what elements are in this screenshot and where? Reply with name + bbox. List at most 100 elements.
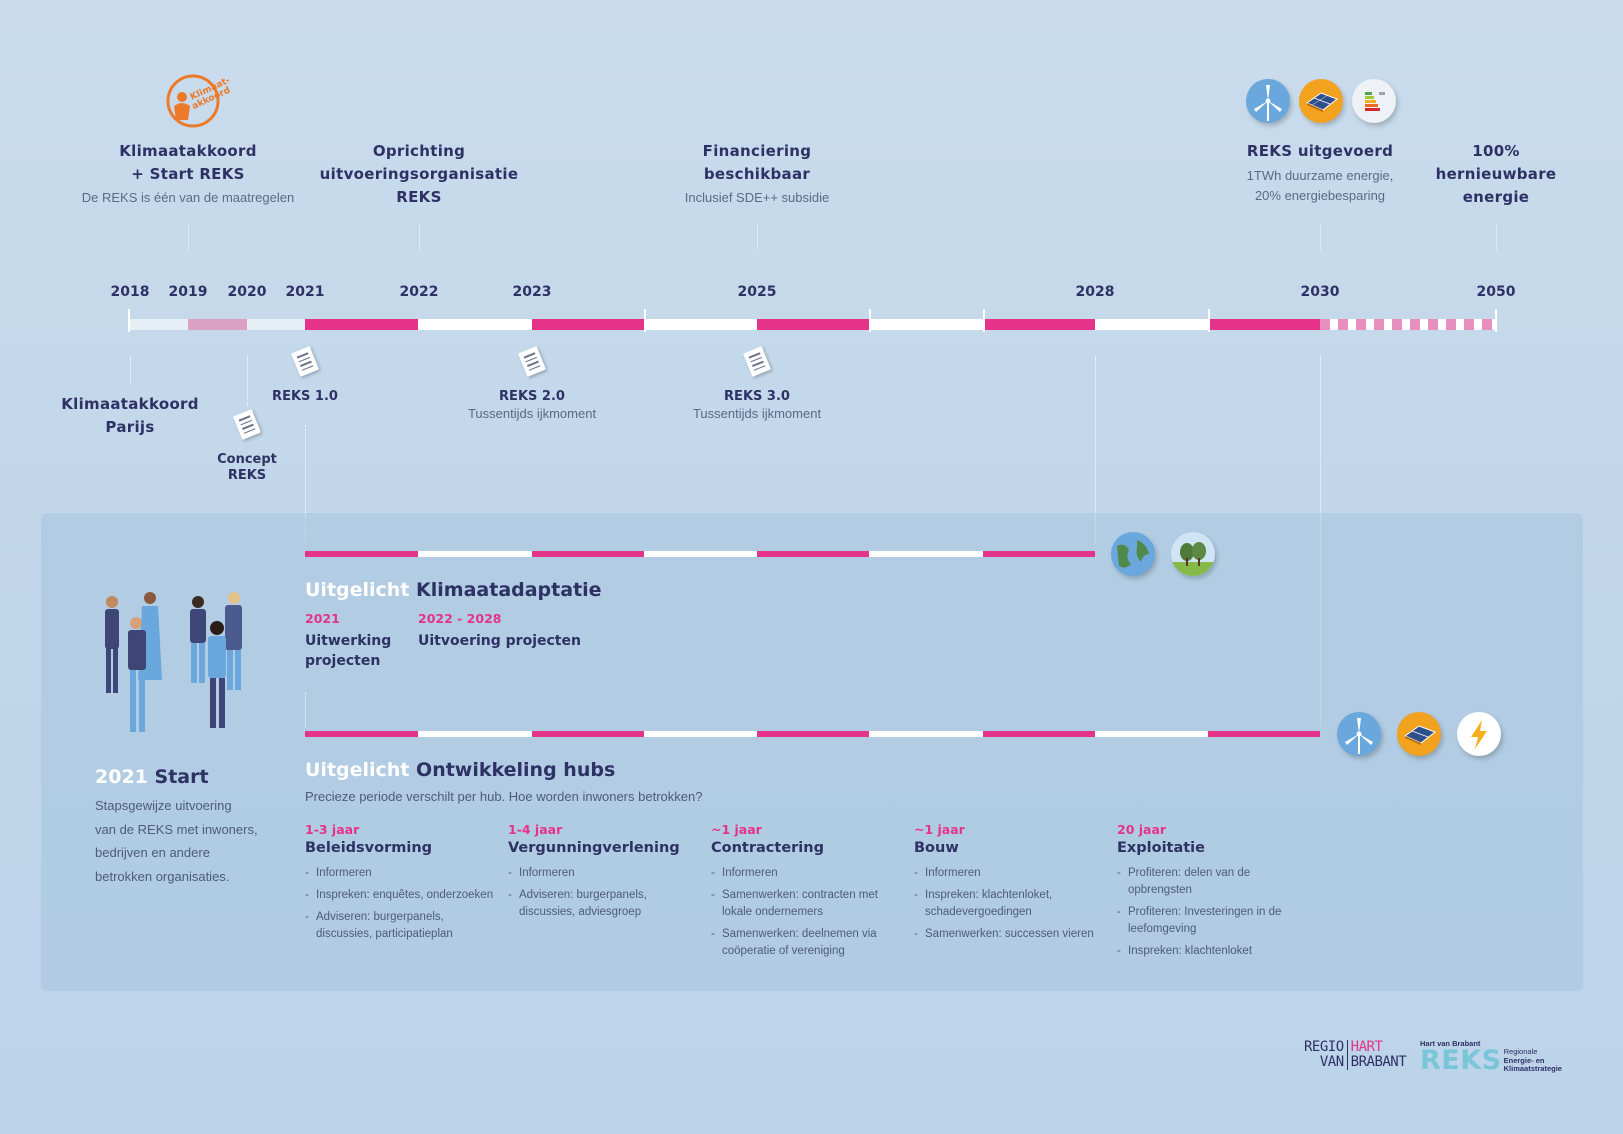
connector-line <box>130 356 131 386</box>
milestone-financiering: Financiering beschikbaar Inclusief SDE++… <box>685 140 830 205</box>
timeline-segment <box>983 319 1095 330</box>
timeline-segment <box>418 731 532 737</box>
year-label: 2019 <box>168 284 208 300</box>
connector-line <box>305 425 306 543</box>
list-item: Informeren <box>914 865 1099 882</box>
milestone-oprichting: Oprichting uitvoeringsorganisatie REKS <box>320 140 519 209</box>
adaptatie-title: Uitgelicht Klimaatadaptatie <box>305 579 602 601</box>
list-item: Adviseren: burgerpanels, discussies, par… <box>305 909 500 943</box>
list-item: Inspreken: enquêtes, onderzoeken <box>305 887 500 904</box>
reks-logo-big: REKS <box>1420 1045 1502 1076</box>
connector-line <box>419 225 420 250</box>
hub-phase-exploitatie: 20 jaar Exploitatie Profiteren: delen va… <box>1117 822 1297 965</box>
timeline-tick <box>869 309 871 332</box>
timeline-segment <box>305 731 418 737</box>
timeline-segment <box>869 551 983 557</box>
phase-name: Beleidsvorming <box>305 840 433 856</box>
logo-text-line: HART <box>1350 1039 1383 1055</box>
milestone-reks-uitgevoerd: REKS uitgevoerd 1TWh duurzame energie, 2… <box>1247 140 1394 205</box>
timeline-segment <box>644 319 757 330</box>
phase-items: Profiteren: delen van de opbrengsten Pro… <box>1117 865 1297 960</box>
timeline-segment <box>757 319 869 330</box>
phase-duration: ~1 jaar <box>914 822 965 837</box>
trees-icon <box>1171 532 1215 576</box>
milestone-reks-1: REKS 1.0 <box>272 389 338 404</box>
phase-items: Informeren Inspreken: klachtenloket, sch… <box>914 865 1099 943</box>
timeline-segment <box>983 731 1095 737</box>
start-text-line: Stapsgewijze uitvoering <box>95 798 232 813</box>
milestone-subtitle: Inclusief SDE++ subsidie <box>684 190 830 205</box>
logo-text-line: BRABANT <box>1350 1054 1407 1070</box>
timeline-segment <box>532 551 644 557</box>
list-item: Adviseren: burgerpanels, discussies, adv… <box>508 887 683 921</box>
milestone-reks-3: REKS 3.0 Tussentijds ijkmoment <box>693 389 821 421</box>
year-label: 2025 <box>737 284 777 300</box>
wind-turbine-icon <box>1337 712 1381 756</box>
klimaatakkoord-badge-icon: Klimaat- akkoord <box>160 72 232 130</box>
phase-name: Vergunningverlening <box>508 840 680 856</box>
timeline-segment <box>305 551 418 557</box>
list-item: Informeren <box>711 865 891 882</box>
hub-phase-beleidsvorming: 1-3 jaar Beleidsvorming Informeren Inspr… <box>305 822 500 948</box>
phase-duration: 1-4 jaar <box>508 822 563 837</box>
milestone-title: REKS 3.0 <box>724 389 790 404</box>
start-text: Stapsgewijze uitvoering van de REKS met … <box>95 794 285 888</box>
logo-text-line: REGIO <box>1304 1039 1344 1055</box>
timeline-tick <box>1495 309 1497 332</box>
year-label: 2018 <box>110 284 150 300</box>
phase-duration: 20 jaar <box>1117 822 1167 837</box>
milestone-title-line: Oprichting <box>372 142 466 160</box>
document-icon <box>291 346 319 377</box>
start-year: 2021 <box>95 766 148 788</box>
hubs-title: Uitgelicht Ontwikkeling hubs <box>305 759 615 781</box>
phase-name-line: Uitvoering projecten <box>418 633 581 649</box>
adaptatie-phase: 2021 Uitwerking projecten <box>305 611 391 671</box>
connector-line <box>305 692 306 727</box>
list-item: Profiteren: delen van de opbrengsten <box>1117 865 1297 899</box>
timeline-tick <box>983 309 985 332</box>
timeline-segment <box>129 319 188 330</box>
timeline-segment <box>188 319 247 330</box>
people-illustration <box>92 590 252 745</box>
year-label: 2020 <box>227 284 267 300</box>
year-label: 2030 <box>1300 284 1340 300</box>
milestone-concept-reks: Concept REKS <box>217 452 277 483</box>
list-item: Samenwerken: contracten met lokale onder… <box>711 887 891 921</box>
milestone-reks-2: REKS 2.0 Tussentijds ijkmoment <box>468 389 596 421</box>
timeline-segment <box>757 731 869 737</box>
milestone-subtitle: Tussentijds ijkmoment <box>692 406 822 421</box>
timeline-segment <box>418 551 532 557</box>
milestone-subtitle: Tussentijds ijkmoment <box>467 406 597 421</box>
adaptatie-heading: Klimaatadaptatie <box>416 579 602 601</box>
timeline-segment <box>1320 319 1496 330</box>
phase-duration: 1-3 jaar <box>305 822 360 837</box>
solar-panel-icon <box>1397 712 1441 756</box>
timeline-segment <box>644 551 757 557</box>
milestone-title-line: energie <box>1462 188 1530 206</box>
hub-phase-bouw: ~1 jaar Bouw Informeren Inspreken: klach… <box>914 822 1099 948</box>
milestone-title-line: Concept <box>217 452 277 467</box>
timeline-segment <box>1095 731 1208 737</box>
logo-text-line: VAN <box>1319 1054 1344 1070</box>
start-block: 2021 Start Stapsgewijze uitvoering van d… <box>95 766 285 888</box>
hubs-intro: Precieze periode verschilt per hub. Hoe … <box>305 789 703 804</box>
milestone-subtitle-line: 20% energiebesparing <box>1254 188 1386 203</box>
milestone-title-line: uitvoeringsorganisatie <box>319 165 519 183</box>
adaptatie-phase: 2022 - 2028 Uitvoering projecten <box>418 611 581 651</box>
hub-phase-vergunningverlening: 1-4 jaar Vergunningverlening Informeren … <box>508 822 683 926</box>
phase-items: Informeren Samenwerken: contracten met l… <box>711 865 891 960</box>
energy-label-icon <box>1352 79 1396 123</box>
document-icon <box>233 409 261 440</box>
phase-period: 2022 - 2028 <box>418 611 502 626</box>
phase-items: Informeren Inspreken: enquêtes, onderzoe… <box>305 865 500 943</box>
start-text-line: bedrijven en andere <box>95 845 210 860</box>
timeline-tick <box>1208 309 1210 332</box>
connector-line <box>1320 225 1321 250</box>
timeline-segment <box>869 731 983 737</box>
milestone-title-line: REKS uitgevoerd <box>1246 142 1394 160</box>
timeline-segment <box>1095 319 1208 330</box>
timeline-segment <box>305 319 418 330</box>
timeline-segment <box>532 319 644 330</box>
reks-logo: Hart van Brabant REKS Regionale Energie-… <box>1420 1039 1562 1075</box>
milestone-title: REKS 2.0 <box>499 389 565 404</box>
